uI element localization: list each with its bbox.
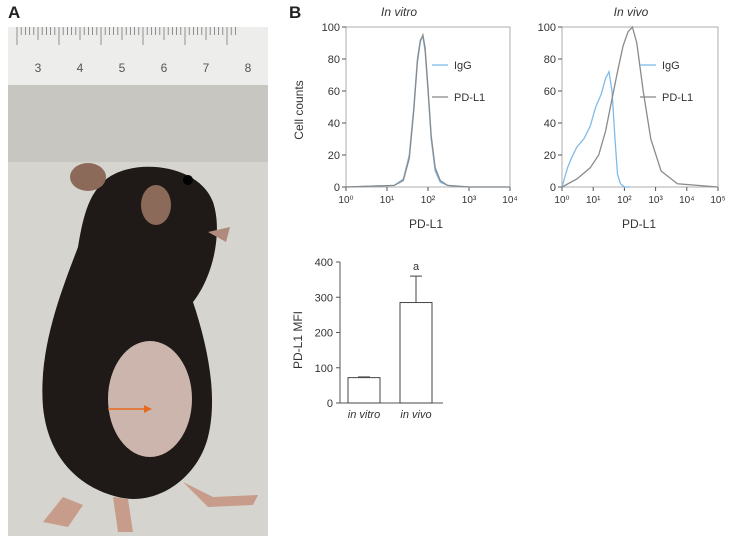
mfi-bar-chart: PD-L1 MFI 0 100 200 300 400 in vitro in vivo a [291,257,443,421]
y-tick-label: 80 [544,54,556,66]
ruler-numbers: 3 4 5 6 7 8 [35,61,252,75]
category-label: in vitro [348,409,380,421]
in-vivo-histogram: In vivo PD-L1 10⁰ 10¹ 10² 10³ 10⁴ 10⁵ 0 20 40 60 8… [538,5,726,231]
bar [399,302,433,404]
y-tick-label: 400 [315,257,333,269]
x-tick-label: 10² [421,195,436,206]
y-axis-label: PD-L1 MFI [291,311,305,369]
x-tick-label: 10³ [462,195,477,206]
arrow-indicator [108,405,152,413]
ruler [8,27,268,85]
x-tick-label: 10¹ [380,195,395,206]
plot-frame [345,26,511,188]
x-tick-label: 10² [617,195,632,206]
y-tick-label: 200 [315,328,333,340]
series-line-pd-l1 [561,25,719,188]
ruler-number: 4 [77,61,84,75]
panel-label-b: B [289,3,302,22]
y-tick-label: 0 [550,182,556,194]
bar [347,377,381,404]
series-line-igg [561,69,630,188]
y-tick-label: 20 [544,150,556,162]
significance-label: a [413,261,420,273]
x-tick-label: 10⁰ [554,195,569,206]
y-tick-label: 60 [328,86,340,98]
plot-frame [561,26,719,188]
x-axis-label: PD-L1 [409,217,443,231]
mouse-photo: 3 4 5 6 7 8 [8,27,268,536]
x-tick-label: 10⁵ [710,195,725,206]
y-axis-label: Cell counts [292,80,306,139]
y-tick-label: 100 [322,22,340,34]
legend-label: IgG [454,60,472,72]
mouse-body [42,163,258,532]
ruler-number: 5 [119,61,126,75]
y-tick-label: 100 [538,22,556,34]
legend-label: PD-L1 [454,92,485,104]
in-vitro-histogram: In vitro Cell counts PD-L1 10⁰ 10¹ 10² 10³ 1… [292,5,518,231]
x-tick-label: 10³ [648,195,663,206]
chart-title: In vitro [381,5,417,19]
y-tick-label: 40 [544,118,556,130]
ruler-number: 8 [245,61,252,75]
ruler-number: 6 [161,61,168,75]
ruler-ticks [16,27,236,45]
y-tick-label: 0 [334,182,340,194]
panel-label-a: A [8,3,21,22]
legend-label: IgG [662,60,680,72]
x-tick-label: 10⁴ [502,195,517,206]
chart-title: In vivo [614,5,649,19]
x-axis-label: PD-L1 [622,217,656,231]
x-tick-label: 10⁰ [338,195,353,206]
x-tick-label: 10⁴ [679,195,694,206]
y-tick-label: 60 [544,86,556,98]
y-tick-label: 40 [328,118,340,130]
category-label: in vivo [400,409,431,421]
y-tick-label: 0 [327,398,333,410]
y-tick-label: 100 [315,363,333,375]
legend-label: PD-L1 [662,92,693,104]
y-tick-label: 300 [315,292,333,304]
ruler-number: 7 [203,61,210,75]
x-tick-label: 10¹ [586,195,601,206]
series-line-igg [345,35,510,188]
y-tick-label: 80 [328,54,340,66]
y-tick-label: 20 [328,150,340,162]
series-line-pd-l1 [345,32,510,188]
ruler-number: 3 [35,61,42,75]
